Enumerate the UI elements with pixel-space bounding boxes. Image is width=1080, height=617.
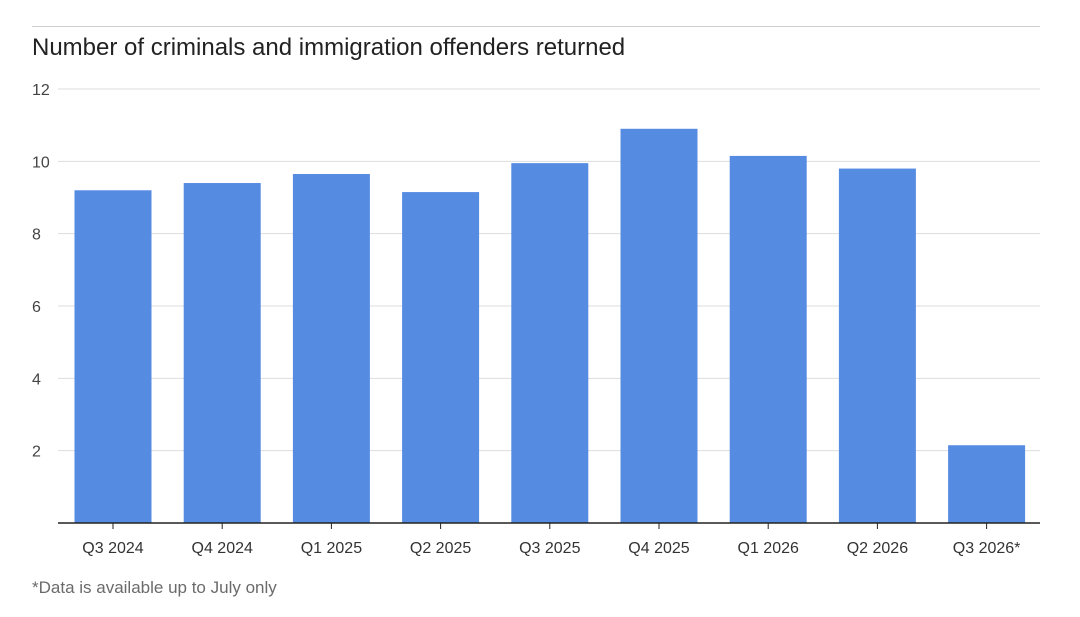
bar bbox=[511, 163, 589, 523]
x-tick-label: Q1 2025 bbox=[301, 540, 362, 557]
x-tick-label: Q3 2025 bbox=[519, 540, 580, 557]
y-tick-label: 4 bbox=[32, 371, 41, 388]
y-tick-label: 8 bbox=[32, 227, 41, 244]
x-tick-label: Q2 2026 bbox=[847, 540, 908, 557]
top-divider bbox=[32, 26, 1040, 27]
y-tick-label: 10 bbox=[32, 154, 50, 171]
y-tick-label: 12 bbox=[32, 82, 50, 99]
bar bbox=[729, 155, 807, 524]
x-tick-label: Q4 2024 bbox=[192, 540, 253, 557]
chart-title: Number of criminals and immigration offe… bbox=[32, 34, 626, 61]
y-tick-label: 6 bbox=[32, 299, 41, 316]
bar bbox=[74, 190, 152, 523]
bar bbox=[402, 192, 480, 523]
x-tick-label: Q1 2026 bbox=[738, 540, 799, 557]
bar bbox=[838, 168, 916, 524]
y-tick-label: 2 bbox=[32, 444, 41, 461]
chart-footnote: *Data is available up to July only bbox=[32, 578, 277, 597]
x-tick-label: Q4 2025 bbox=[628, 540, 689, 557]
bar bbox=[183, 183, 261, 524]
bar bbox=[620, 128, 698, 524]
bar bbox=[948, 445, 1026, 523]
x-tick-label: Q3 2024 bbox=[82, 540, 143, 557]
bar bbox=[292, 173, 370, 523]
x-tick-label: Q2 2025 bbox=[410, 540, 471, 557]
x-tick-label: Q3 2026* bbox=[953, 540, 1021, 557]
